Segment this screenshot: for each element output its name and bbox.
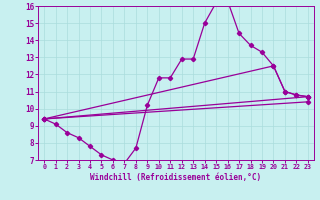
X-axis label: Windchill (Refroidissement éolien,°C): Windchill (Refroidissement éolien,°C)	[91, 173, 261, 182]
